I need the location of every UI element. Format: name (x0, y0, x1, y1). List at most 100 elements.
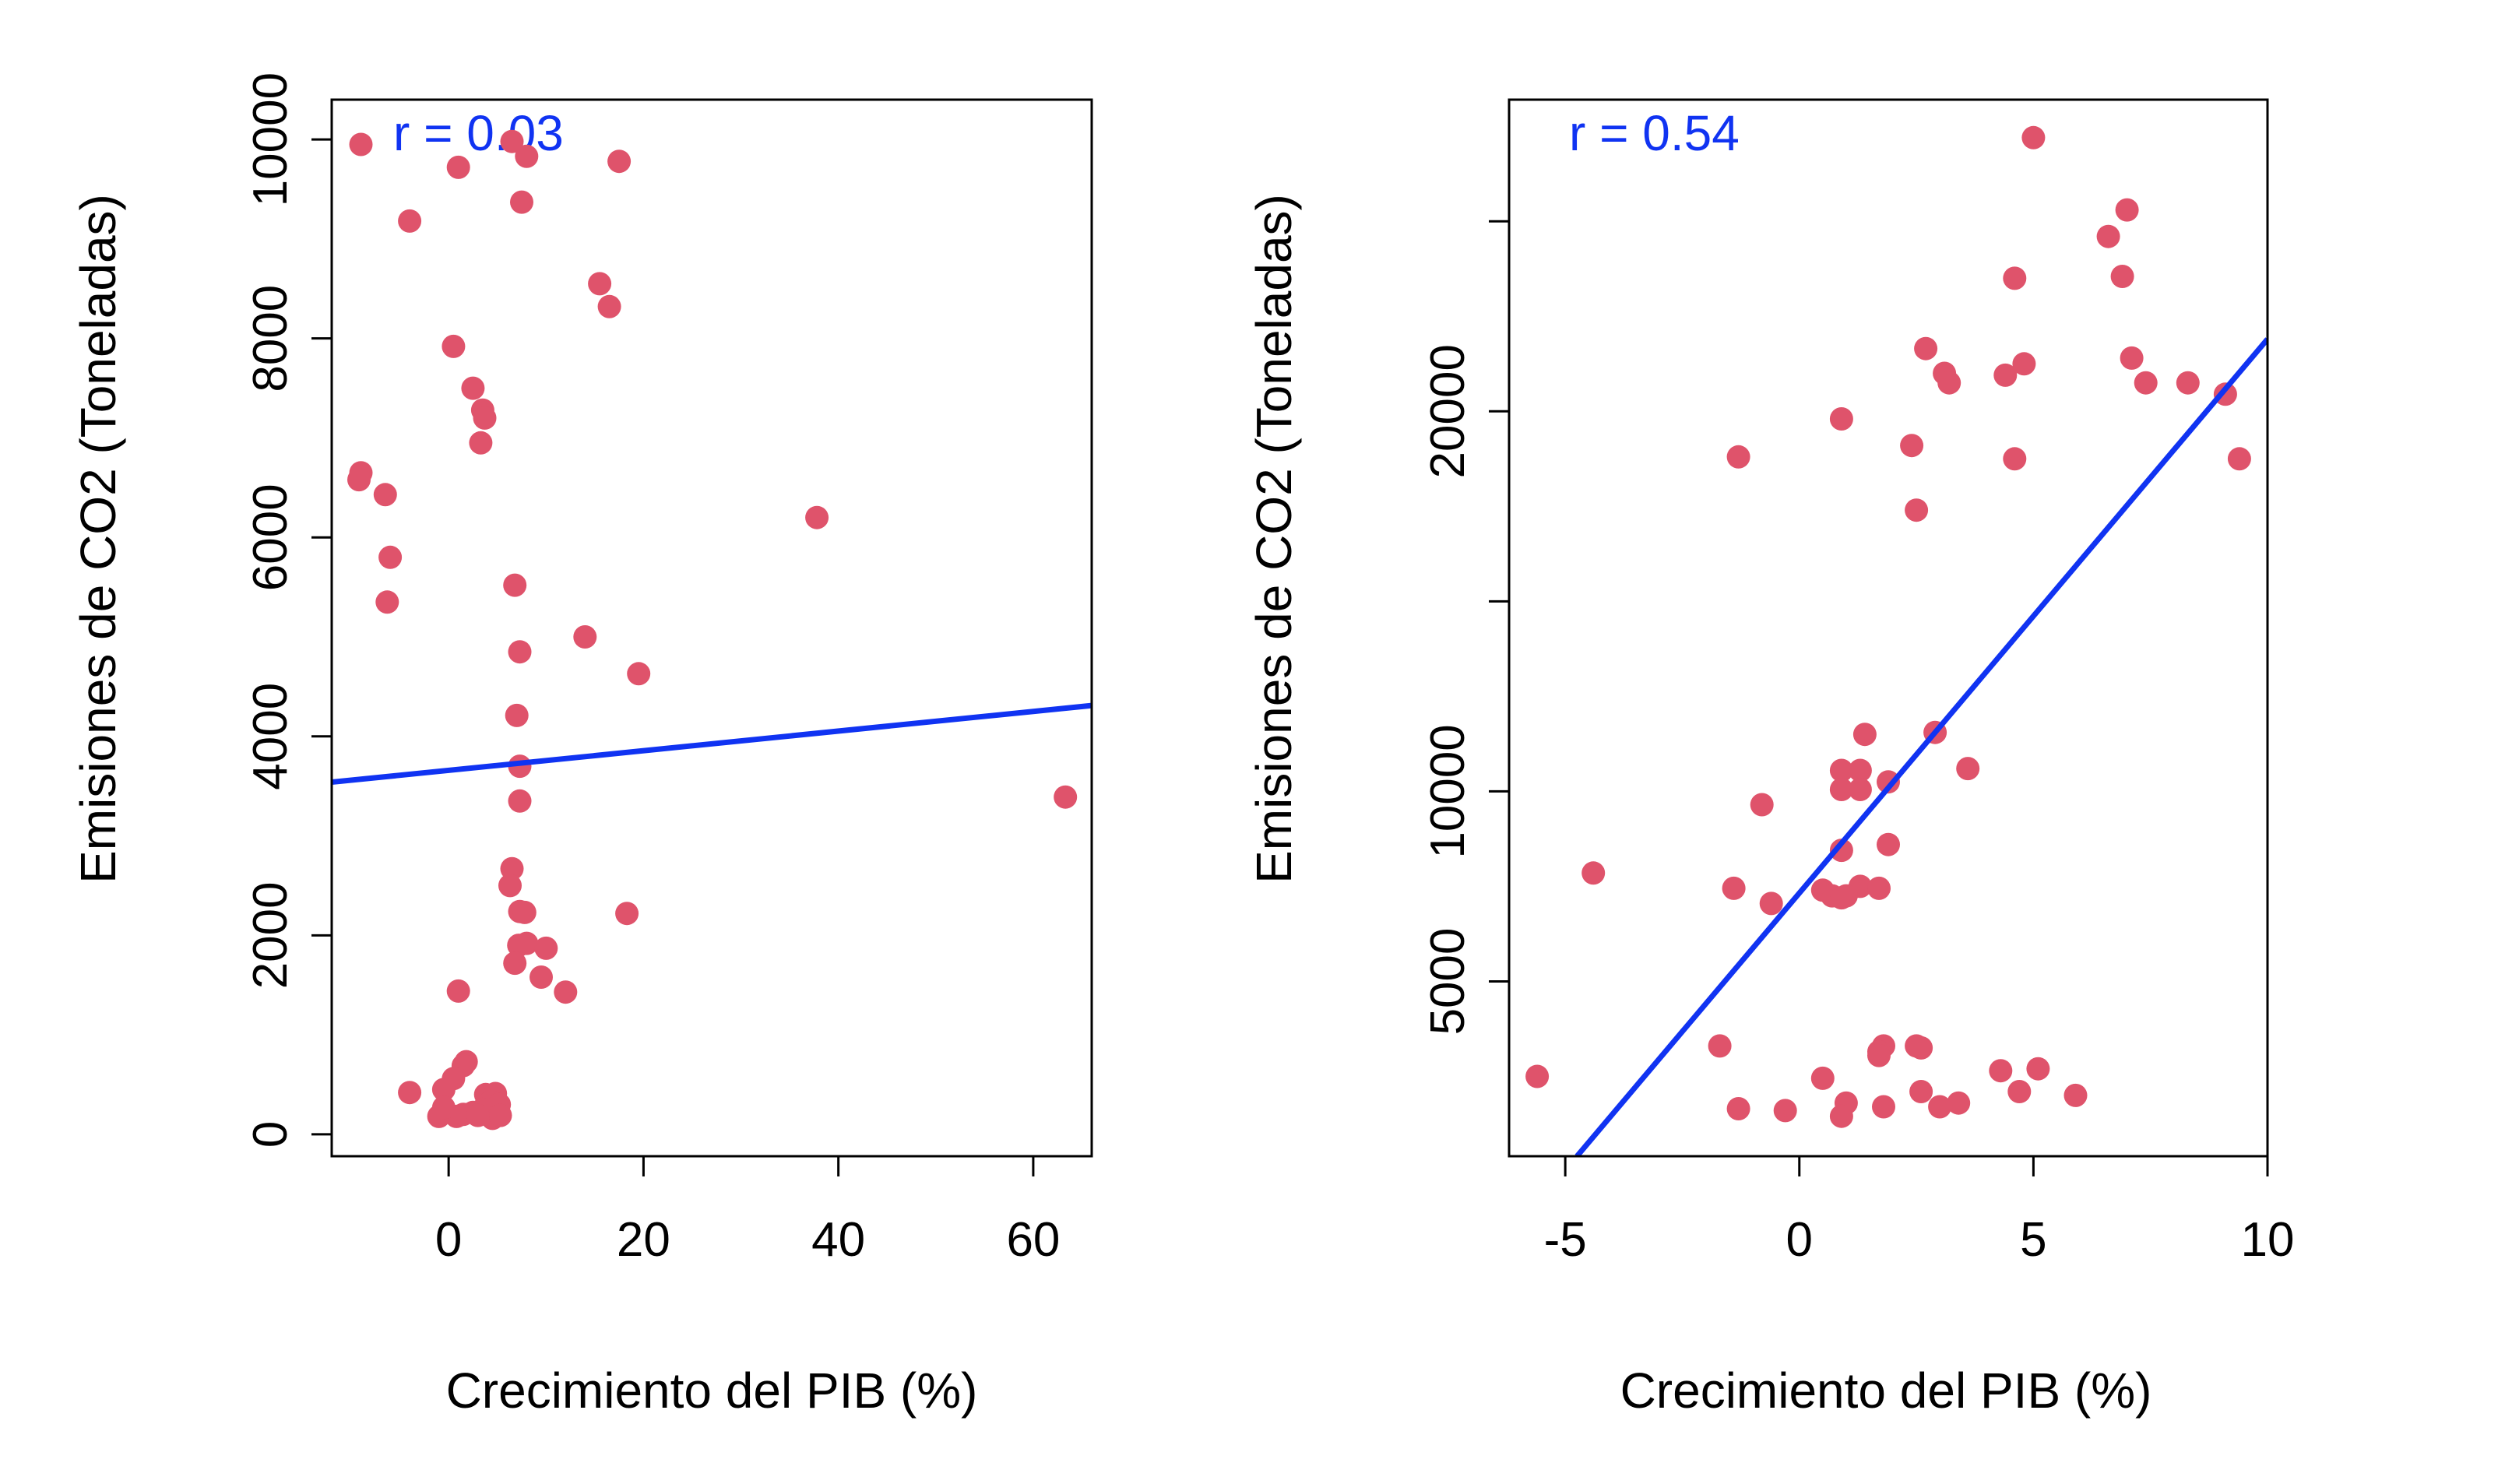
left-data-point (431, 1095, 456, 1120)
right-data-point (1750, 793, 1774, 817)
left-data-point (515, 144, 539, 168)
left-y-tick-label: 2000 (244, 881, 297, 989)
left-data-point (530, 965, 553, 989)
right-correlation-label: r = 0.54 (1569, 105, 1740, 161)
right-data-point (1810, 1066, 1835, 1090)
right-data-point (1900, 434, 1924, 458)
left-data-point (627, 662, 651, 686)
left-data-point (573, 625, 597, 649)
right-data-point (1722, 876, 1746, 900)
right-data-point (1867, 876, 1891, 900)
left-data-point (488, 1103, 512, 1127)
right-data-point (1909, 1080, 1933, 1103)
left-y-tick-label: 6000 (244, 484, 297, 591)
right-data-point (1848, 758, 1872, 782)
right-data-point (1993, 363, 2018, 387)
right-x-tick-label: 0 (1786, 1213, 1813, 1267)
right-x-tick-label: 5 (2020, 1213, 2046, 1267)
left-data-point (446, 155, 470, 179)
left-data-point (461, 376, 485, 400)
right-data-point (2115, 198, 2139, 222)
left-x-tick-label: 40 (811, 1213, 865, 1267)
left-data-point (805, 505, 829, 529)
left-points (347, 129, 1078, 1131)
left-x-tick-label: 60 (1006, 1213, 1060, 1267)
left-data-point (466, 1103, 490, 1127)
left-scatter-plot: Crecimiento del PIB (%) Emisiones de CO2… (70, 72, 1093, 1419)
right-regression-line (1574, 337, 2268, 1156)
right-data-point (1848, 778, 1872, 801)
right-data-point (1829, 778, 1853, 801)
right-data-point (1947, 1091, 1971, 1115)
right-data-point (1867, 1043, 1891, 1067)
right-data-point (1708, 1034, 1732, 1058)
right-data-point (1877, 770, 1900, 794)
right-data-point (1937, 371, 1961, 395)
right-data-point (1726, 1097, 1750, 1120)
right-y-tick-label: 5000 (1421, 927, 1475, 1035)
right-data-point (1834, 884, 1858, 908)
right-data-point (2026, 1057, 2050, 1081)
right-data-point (1759, 891, 1783, 916)
left-y-tick-label: 10000 (244, 72, 297, 206)
left-data-point (503, 573, 527, 597)
left-data-point (431, 1078, 456, 1102)
left-data-point (398, 1081, 422, 1105)
left-data-point (534, 936, 558, 960)
right-data-point (2176, 371, 2200, 395)
left-data-point (1054, 785, 1078, 809)
right-data-point (2003, 447, 2027, 471)
right-scatter-plot: Crecimiento del PIB (%) Emisiones de CO2… (1246, 98, 2294, 1419)
right-data-point (2120, 346, 2144, 370)
left-data-point (500, 129, 524, 153)
left-y-tick-label: 4000 (244, 683, 297, 790)
left-data-point (505, 703, 529, 727)
right-data-point (1956, 757, 1980, 781)
right-x-tick-label: -5 (1544, 1213, 1587, 1267)
left-data-point (508, 640, 532, 664)
right-points (1525, 125, 2251, 1128)
left-data-point (500, 856, 524, 881)
right-y-tick-label: 10000 (1421, 724, 1475, 858)
left-regression-line (332, 702, 1092, 786)
right-data-point (2003, 266, 2027, 290)
right-data-point (1829, 407, 1853, 431)
right-data-point (1829, 758, 1853, 782)
left-data-point (473, 406, 497, 430)
left-data-point (512, 900, 537, 924)
left-x-tick-label: 20 (617, 1213, 670, 1267)
right-data-point (1525, 1064, 1550, 1088)
right-data-point (2134, 371, 2158, 395)
right-data-point (1872, 1095, 1895, 1119)
right-x-axis-title: Crecimiento del PIB (%) (1620, 1363, 2152, 1419)
right-data-point (2096, 224, 2120, 248)
right-data-point (1928, 1095, 1952, 1119)
left-data-point (373, 483, 397, 507)
right-data-point (1914, 336, 1938, 360)
right-y-tick-label: 20000 (1421, 344, 1475, 478)
left-data-point (515, 931, 539, 955)
left-data-point (469, 431, 493, 455)
left-data-point (607, 149, 632, 174)
left-data-point (398, 209, 422, 233)
left-data-point (510, 190, 533, 214)
right-y-axis-title: Emisiones de CO2 (Toneladas) (1246, 194, 1302, 884)
left-data-point (378, 545, 403, 569)
left-y-axis-title: Emisiones de CO2 (Toneladas) (70, 194, 126, 884)
left-y-tick-label: 8000 (244, 285, 297, 392)
left-plot-frame (330, 98, 1093, 1158)
left-data-point (597, 294, 621, 318)
left-data-point (588, 272, 612, 296)
right-plot-frame (1508, 98, 2269, 1158)
left-correlation-label: r = 0.03 (393, 105, 564, 161)
left-data-point (375, 590, 399, 614)
left-data-point (615, 902, 639, 926)
left-data-point (446, 979, 470, 1003)
right-data-point (2021, 125, 2046, 149)
left-data-point (554, 980, 578, 1004)
right-data-point (2227, 447, 2251, 471)
right-data-point (2012, 352, 2036, 376)
right-data-point (1726, 445, 1750, 469)
